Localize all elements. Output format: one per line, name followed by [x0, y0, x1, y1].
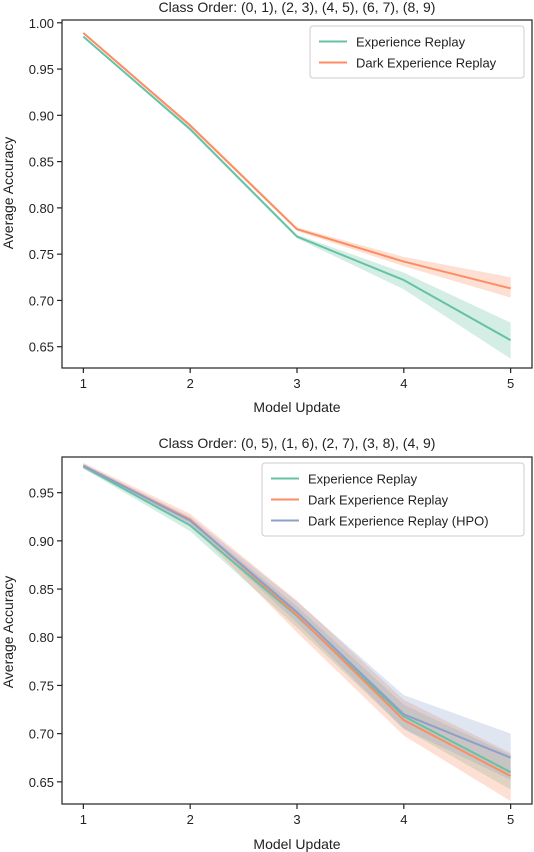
legend-label: Dark Experience Replay: [308, 493, 449, 508]
y-tick-label: 0.65: [29, 340, 54, 355]
x-tick-label: 3: [293, 376, 300, 391]
x-tick-label: 2: [187, 376, 194, 391]
y-tick-label: 0.90: [29, 534, 54, 549]
y-tick-label: 0.75: [29, 247, 54, 262]
y-tick-label: 0.95: [29, 486, 54, 501]
series-line-2: [82, 464, 512, 759]
y-tick-label: 0.85: [29, 155, 54, 170]
series-line-0: [82, 35, 512, 342]
chart-bottom-x-label: Model Update: [253, 836, 340, 852]
y-tick-label: 0.70: [29, 293, 54, 308]
legend-label: Dark Experience Replay (HPO): [308, 514, 489, 529]
x-tick-label: 4: [400, 376, 407, 391]
x-tick-label: 1: [80, 812, 87, 827]
x-tick-label: 3: [293, 812, 300, 827]
legend-label: Dark Experience Replay: [356, 56, 497, 71]
legend-box: [261, 462, 525, 537]
series-band-1: [83, 32, 511, 298]
y-tick-label: 0.65: [29, 775, 54, 790]
chart-bottom: Class Order: (0, 5), (1, 6), (2, 7), (3,…: [0, 435, 533, 852]
chart-bottom-title: Class Order: (0, 5), (1, 6), (2, 7), (3,…: [159, 435, 436, 451]
legend-box: [309, 25, 525, 79]
y-tick-label: 0.85: [29, 582, 54, 597]
y-tick-label: 0.70: [29, 727, 54, 742]
chart-top: Class Order: (0, 1), (2, 3), (4, 5), (6,…: [0, 0, 533, 415]
series-line-1: [82, 32, 511, 290]
y-tick-label: 0.80: [29, 630, 54, 645]
chart-top-x-axis: 1 2 3 4 5: [80, 368, 514, 391]
y-tick-label: 0.80: [29, 201, 54, 216]
legend-label: Experience Replay: [356, 35, 466, 50]
chart-bottom-lines: [82, 464, 512, 777]
chart-top-y-label: Average Accuracy: [0, 137, 16, 250]
y-tick-label: 1.00: [29, 16, 54, 31]
chart-bottom-y-axis: 0.65 0.70 0.75 0.80 0.85 0.90 0.95: [29, 486, 62, 790]
x-tick-label: 5: [507, 376, 514, 391]
x-tick-label: 4: [400, 812, 407, 827]
chart-top-legend: Experience Replay Dark Experience Replay: [309, 25, 525, 79]
chart-bottom-y-label: Average Accuracy: [0, 576, 16, 689]
x-tick-label: 5: [507, 812, 514, 827]
chart-bottom-x-axis: 1 2 3 4 5: [80, 804, 514, 827]
legend-label: Experience Replay: [308, 472, 418, 487]
chart-top-title: Class Order: (0, 1), (2, 3), (4, 5), (6,…: [159, 0, 436, 15]
chart-top-bands: [83, 32, 511, 359]
y-tick-label: 0.90: [29, 108, 54, 123]
y-tick-label: 0.75: [29, 678, 54, 693]
chart-top-lines: [82, 32, 512, 342]
x-tick-label: 1: [80, 376, 87, 391]
chart-top-x-label: Model Update: [253, 399, 340, 415]
series-band-2: [83, 463, 511, 780]
series-band-0: [83, 35, 511, 359]
chart-bottom-legend: Experience Replay Dark Experience Replay D…: [261, 462, 525, 537]
x-tick-label: 2: [187, 812, 194, 827]
chart-top-y-axis: 0.65 0.70 0.75 0.80 0.85 0.90 0.95 1.00: [29, 16, 62, 355]
y-tick-label: 0.95: [29, 62, 54, 77]
series-band-0: [83, 464, 511, 790]
